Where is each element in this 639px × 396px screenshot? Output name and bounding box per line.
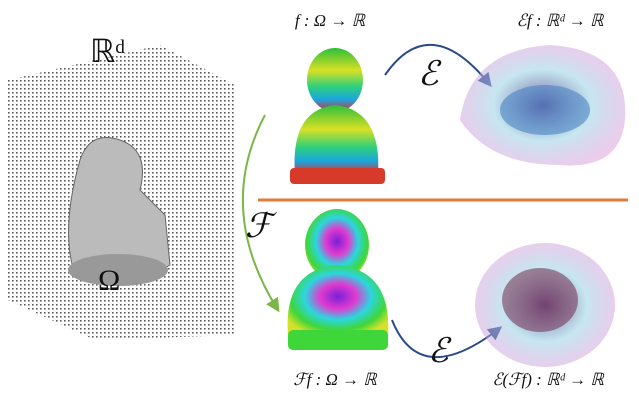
bottom-operator: ℰ [428, 333, 452, 370]
volume [8, 45, 235, 340]
bottom-output-label: ℰ(ℱf) : ℝᵈ → ℝ [492, 370, 605, 389]
buddha-top [290, 48, 385, 184]
blob-top [460, 45, 625, 165]
buddha-bottom [288, 209, 389, 350]
domain-label: Ω [98, 264, 120, 297]
top-output-label: ℰf : ℝᵈ → ℝ [517, 11, 605, 30]
space-label: ℝᵈ [90, 33, 125, 69]
top-operator: ℰ [418, 56, 442, 93]
side-operator: ℱ [245, 208, 278, 245]
blob-bottom [475, 243, 615, 367]
bottom-input-label: ℱf : Ω → ℝ [293, 370, 378, 389]
top-input-label: f : Ω → ℝ [295, 11, 367, 30]
figure: ℝᵈ Ω f : Ω → ℝ ℰf : ℝᵈ → ℝ ℰ ℱ ℰ ℱf : Ω … [0, 0, 639, 396]
